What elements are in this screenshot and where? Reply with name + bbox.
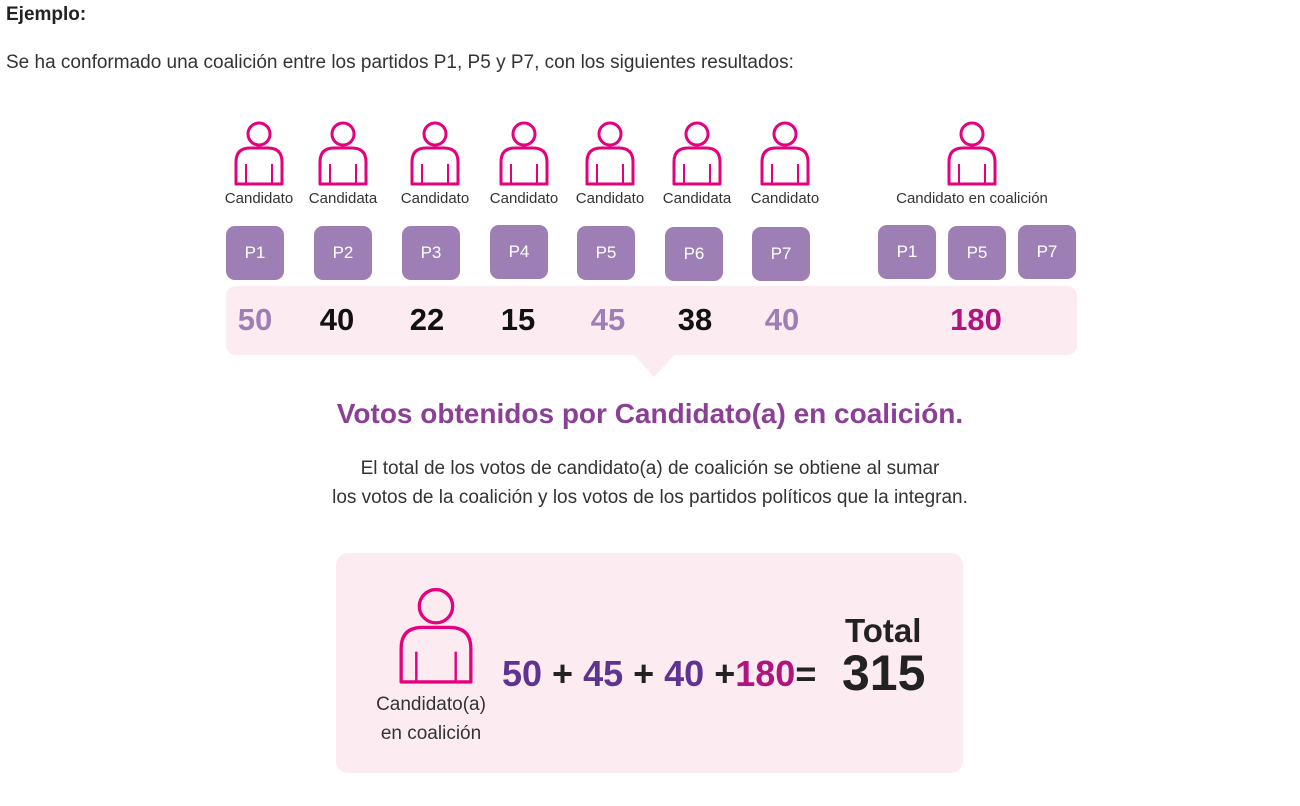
party-box-p2: P2 bbox=[314, 226, 372, 280]
votes-p3: 22 bbox=[409, 302, 445, 337]
candidate-p5: Candidato bbox=[560, 120, 660, 207]
party-box-p6: P6 bbox=[665, 227, 723, 281]
formula-term: 45 bbox=[583, 653, 624, 694]
plus-sign: + bbox=[623, 653, 665, 694]
party-box-p1: P1 bbox=[226, 226, 284, 280]
candidate-label: Candidato bbox=[750, 190, 820, 207]
total-label: Total bbox=[845, 612, 922, 649]
candidate-coalition: Candidato en coalición bbox=[887, 120, 1057, 207]
person-outline-icon bbox=[585, 121, 635, 186]
person-outline-icon bbox=[234, 121, 284, 186]
party-box-p4: P4 bbox=[490, 225, 548, 279]
formula-term-coalition: 180 bbox=[735, 653, 796, 694]
party-box-p5: P5 bbox=[577, 226, 635, 280]
votes-coalition: 180 bbox=[950, 302, 1002, 337]
section-subtitle: Votos obtenidos por Candidato(a) en coal… bbox=[336, 398, 964, 429]
votes-band bbox=[226, 286, 1077, 355]
description-line: los votos de la coalición y los votos de… bbox=[332, 487, 968, 508]
total-value: 315 bbox=[842, 645, 926, 701]
party-box-p7: P7 bbox=[752, 227, 810, 281]
votes-p6: 38 bbox=[677, 302, 713, 337]
formula-candidate-label-line: Candidato(a) bbox=[376, 694, 486, 715]
person-outline-icon bbox=[760, 121, 810, 186]
votes-p2: 40 bbox=[319, 302, 355, 337]
equals-sign: = bbox=[795, 653, 817, 694]
coalition-party-box-p7: P7 bbox=[1018, 225, 1076, 279]
sum-formula: 50 + 45 + 40 +180= bbox=[502, 653, 816, 695]
intro-text: Se ha conformado una coalición entre los… bbox=[6, 52, 794, 73]
votes-band-pointer bbox=[632, 353, 676, 377]
coalition-candidate-label: Candidato en coalición bbox=[896, 190, 1048, 207]
description: El total de los votos de candidato(a) de… bbox=[0, 454, 1300, 512]
votes-p1: 50 bbox=[237, 302, 273, 337]
candidate-label: Candidato bbox=[489, 190, 559, 207]
formula-candidate-label: Candidato(a) en coalición bbox=[356, 690, 506, 748]
coalition-candidate-figure bbox=[386, 585, 486, 685]
formula-term: 50 bbox=[502, 653, 543, 694]
formula-candidate-label-line: en coalición bbox=[380, 723, 482, 744]
person-outline-icon bbox=[947, 121, 997, 186]
person-outline-icon bbox=[399, 587, 473, 684]
formula-term: 40 bbox=[664, 653, 705, 694]
candidate-p1: Candidato bbox=[209, 120, 309, 207]
candidate-p4: Candidato bbox=[474, 120, 574, 207]
votes-p4: 15 bbox=[500, 302, 536, 337]
person-outline-icon bbox=[318, 121, 368, 186]
plus-sign: + bbox=[704, 653, 736, 694]
description-line: El total de los votos de candidato(a) de… bbox=[360, 458, 940, 479]
votes-p7: 40 bbox=[764, 302, 800, 337]
coalition-party-box-p1: P1 bbox=[878, 225, 936, 279]
plus-sign: + bbox=[542, 653, 584, 694]
candidate-label: Candidato bbox=[575, 190, 645, 207]
example-heading: Ejemplo: bbox=[6, 4, 87, 25]
candidate-label: Candidata bbox=[308, 190, 378, 207]
person-outline-icon bbox=[499, 121, 549, 186]
person-outline-icon bbox=[672, 121, 722, 186]
candidate-p3: Candidato bbox=[385, 120, 485, 207]
candidate-p7: Candidato bbox=[735, 120, 835, 207]
candidate-label: Candidato bbox=[224, 190, 294, 207]
candidate-label: Candidata bbox=[662, 190, 732, 207]
person-outline-icon bbox=[410, 121, 460, 186]
candidate-label: Candidato bbox=[400, 190, 470, 207]
candidate-p2: Candidata bbox=[293, 120, 393, 207]
candidate-p6: Candidata bbox=[647, 120, 747, 207]
coalition-party-box-p5: P5 bbox=[948, 226, 1006, 280]
party-box-p3: P3 bbox=[402, 226, 460, 280]
votes-p5: 45 bbox=[590, 302, 626, 337]
